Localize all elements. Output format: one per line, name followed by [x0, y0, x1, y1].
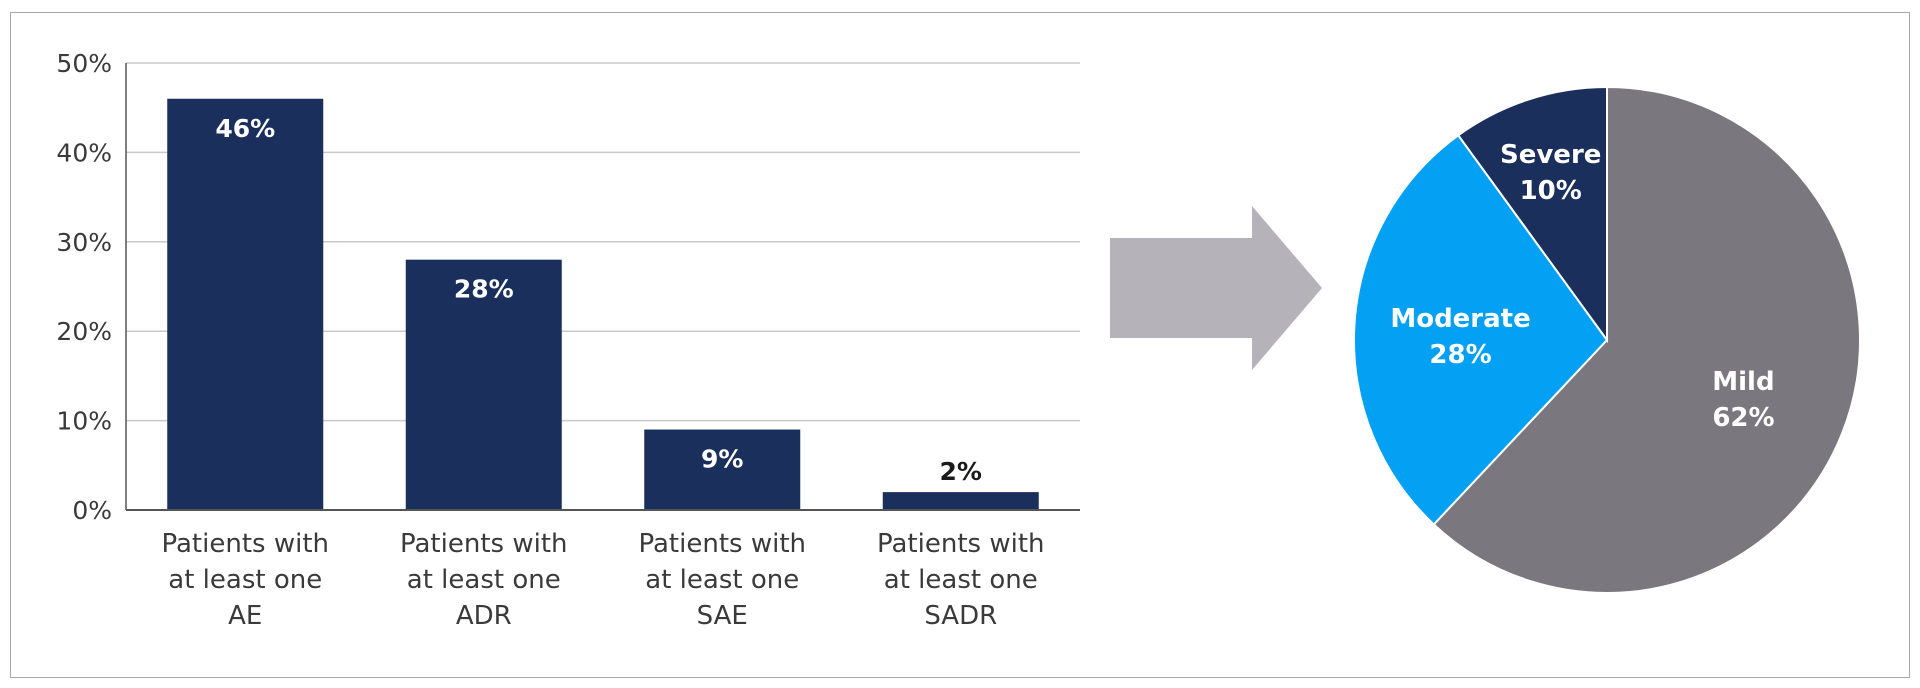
bar-chart: 0% 10% 20% 30% 40% 50% 46% Patients with at leas…	[56, 49, 1080, 631]
x-category-label: Patients with	[161, 529, 329, 559]
y-tick-label: 40%	[56, 138, 112, 167]
pie-slice-name: Mild	[1712, 367, 1774, 397]
bar	[644, 429, 801, 510]
bar	[405, 259, 562, 510]
x-category-label: at least one	[407, 565, 561, 595]
pie-slice-name: Severe	[1500, 140, 1601, 170]
x-category-label: SADR	[924, 601, 997, 631]
y-tick-label: 0%	[72, 496, 112, 525]
pie-slice-label: 62%	[1712, 403, 1774, 433]
x-category-label: at least one	[645, 565, 799, 595]
pie-chart: Mild 62% Moderate 28% Severe 10%	[1353, 85, 1861, 594]
bar-data-label: 46%	[215, 114, 275, 143]
bar-data-label: 2%	[940, 457, 982, 486]
y-tick-label: 50%	[56, 49, 112, 78]
pie-slice-label: 28%	[1429, 340, 1491, 370]
x-category-label: SAE	[697, 601, 748, 631]
x-category-label: Patients with	[400, 529, 568, 559]
x-category-label: Patients with	[638, 529, 806, 559]
x-category-label: ADR	[456, 601, 512, 631]
x-category-label: at least one	[168, 565, 322, 595]
x-category-label: AE	[228, 601, 262, 631]
x-category-label: at least one	[884, 565, 1038, 595]
pie-slice-name: Moderate	[1390, 304, 1530, 334]
y-tick-label: 20%	[56, 317, 112, 346]
pie-slice	[1353, 133, 1609, 526]
x-category-label: Patients with	[877, 529, 1045, 559]
bar-data-label: 28%	[454, 275, 514, 304]
pie-slice	[1432, 85, 1861, 594]
y-tick-label: 30%	[56, 228, 112, 257]
bar-data-label: 9%	[701, 445, 743, 474]
pie-slice-label: 10%	[1520, 176, 1582, 206]
bar	[167, 98, 324, 510]
bar	[882, 492, 1039, 510]
right-arrow-icon	[1110, 206, 1322, 370]
pie-slice	[1456, 85, 1608, 344]
y-tick-label: 10%	[56, 407, 112, 436]
